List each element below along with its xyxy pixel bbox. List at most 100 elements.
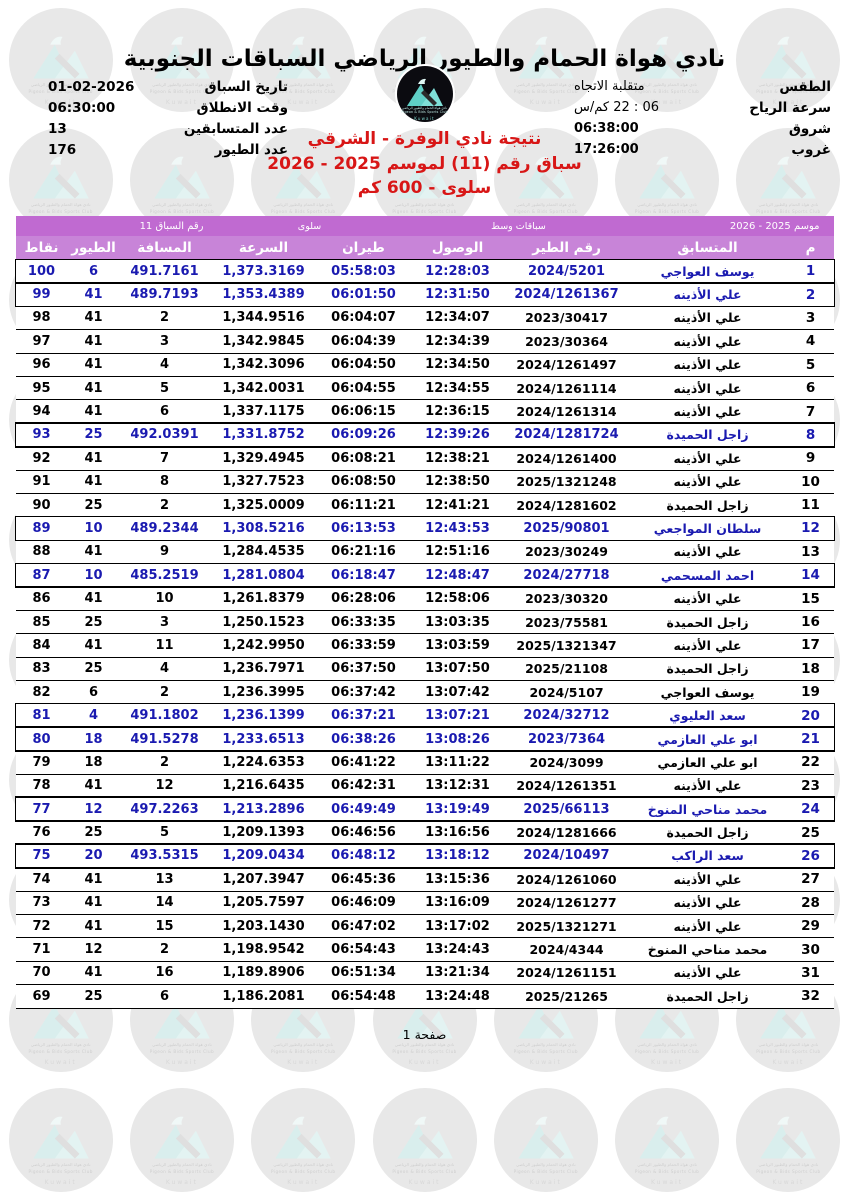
table-row[interactable]: 15 علي الأذينه 2023/30320 12:58:06 06:28:06 1… <box>15 586 834 611</box>
table-row[interactable]: 3 علي الأذينه 2023/30417 12:34:07 06:04:07 1,… <box>15 306 834 330</box>
cell-distance: 492.0391 <box>119 423 210 447</box>
table-row[interactable]: 28 علي الأذينه 2024/1261277 13:16:09 06:46:0… <box>15 891 834 915</box>
cell-arrival: 12:38:21 <box>409 446 506 471</box>
cell-name: زاجل الحميدة <box>627 493 788 517</box>
table-row[interactable]: 2 علي الأذينه 2024/1261367 12:31:50 06:01:50… <box>14 281 835 308</box>
cell-distance: 489.2344 <box>119 516 210 541</box>
table-row[interactable]: 10 علي الأذينه 2025/1321248 12:38:50 06:08:5… <box>15 470 834 494</box>
table-row[interactable]: 8 زاجل الحميدة 2024/1281724 12:39:26 06:09:2… <box>14 422 835 448</box>
cell-arrival: 13:08:26 <box>409 727 506 751</box>
cell-speed: 1,213.2896 <box>209 797 318 821</box>
table-row[interactable]: 23 علي الأذينه 2024/1261351 13:12:31 06:42:3… <box>15 774 834 798</box>
cell-no: 1 <box>787 260 834 283</box>
table-row[interactable]: 25 زاجل الحميدة 2024/1281666 13:16:56 06:46:… <box>15 820 834 845</box>
cell-arrival: 12:34:07 <box>409 306 506 330</box>
release-time-label: وقت الانطلاق <box>196 100 288 117</box>
cell-no: 23 <box>787 774 834 798</box>
table-row[interactable]: 11 زاجل الحميدة 2024/1281602 12:41:21 06:11:… <box>15 493 834 517</box>
cell-distance: 4 <box>119 353 210 377</box>
sunset-label: غروب <box>791 142 831 159</box>
table-row[interactable]: 7 علي الأذينه 2024/1261314 12:36:15 06:06:15… <box>15 399 834 424</box>
cell-flight: 06:08:21 <box>317 446 410 471</box>
table-row[interactable]: 20 سعد العليوي 2024/32712 13:07:21 06:37:21 1… <box>14 702 835 729</box>
cell-birds: 25 <box>67 493 120 517</box>
table-row[interactable]: 9 علي الأذينه 2024/1261400 12:38:21 06:08:21… <box>15 446 834 471</box>
cell-birds: 41 <box>67 282 120 307</box>
cell-speed: 1,198.9542 <box>209 937 318 962</box>
race-title-line-2: سباق رقم (11) لموسم 2025 - 2026 <box>267 153 582 174</box>
cell-distance: 491.1802 <box>119 703 210 728</box>
cell-name: سعد الراكب <box>627 844 788 868</box>
table-row[interactable]: 12 سلطان المواجعي 2025/90801 12:43:53 06:13:… <box>14 515 835 542</box>
cell-name: علي الأذينه <box>627 774 788 798</box>
cell-points: 70 <box>15 961 68 985</box>
table-row[interactable]: 30 محمد مناحي المنوخ 2024/4344 13:24:43 06:5… <box>15 937 834 962</box>
table-row[interactable]: 31 علي الأذينه 2024/1261151 13:21:34 06:51:3… <box>15 961 834 985</box>
table-row[interactable]: 32 زاجل الحميدة 2025/21265 13:24:48 06:54:48… <box>15 984 834 1008</box>
cell-arrival: 13:03:59 <box>409 633 506 658</box>
cell-points: 95 <box>15 376 68 400</box>
cell-speed: 1,236.1399 <box>209 703 318 728</box>
table-row[interactable]: 29 علي الأذينه 2025/1321271 13:17:02 06:47:0… <box>15 914 834 938</box>
page-title: نادي هواة الحمام والطيور الرياضي السباقا… <box>123 46 726 72</box>
table-row[interactable]: 21 ابو علي العازمي 2023/7364 13:08:26 06:38:… <box>14 726 835 752</box>
cell-speed: 1,329.4945 <box>209 446 318 471</box>
table-row[interactable]: 26 سعد الراكب 2024/10497 13:18:12 06:48:12 1,… <box>14 843 835 869</box>
cell-name: يوسف العواجي <box>627 260 788 283</box>
table-row[interactable]: 19 يوسف العواجي 2024/5107 13:07:42 06:37:42 1… <box>15 680 834 704</box>
cell-no: 24 <box>787 797 834 821</box>
cell-points: 77 <box>15 797 68 821</box>
cell-flight: 05:58:03 <box>317 260 410 283</box>
col-header-flight: طيران <box>317 236 410 260</box>
cell-no: 32 <box>787 984 834 1008</box>
cell-ring: 2024/4344 <box>505 937 628 962</box>
cell-points: 80 <box>15 727 68 751</box>
cell-flight: 06:33:59 <box>317 633 410 658</box>
table-row[interactable]: 13 علي الأذينه 2023/30249 12:51:16 06:21:16 1… <box>15 540 834 564</box>
table-row[interactable]: 17 علي الأذينه 2025/1321347 13:03:59 06:33:5… <box>15 633 834 658</box>
table-row[interactable]: 27 علي الأذينه 2024/1261060 13:15:36 06:45:3… <box>15 867 834 892</box>
release-time-value: 06:30:00 <box>48 100 116 117</box>
cell-speed: 1,342.0031 <box>209 376 318 400</box>
cell-distance: 491.5278 <box>119 727 210 751</box>
table-row[interactable]: 24 محمد مناحي المنوخ 2025/66113 13:19:49 06:… <box>14 796 835 822</box>
cell-ring: 2024/1261400 <box>505 446 628 471</box>
cell-distance: 11 <box>119 633 210 658</box>
cell-ring: 2024/3099 <box>505 750 628 775</box>
cell-birds: 25 <box>67 610 120 634</box>
cell-arrival: 13:21:34 <box>409 961 506 985</box>
cell-speed: 1,327.7523 <box>209 470 318 494</box>
cell-birds: 41 <box>67 961 120 985</box>
table-row[interactable]: 18 زاجل الحميدة 2025/21108 13:07:50 06:37:50… <box>15 657 834 681</box>
cell-name: ابو علي العازمي <box>627 727 788 751</box>
cell-name: زاجل الحميدة <box>627 984 788 1008</box>
cell-arrival: 13:03:35 <box>409 610 506 634</box>
cell-no: 27 <box>787 867 834 892</box>
table-row[interactable]: 5 علي الأذينه 2024/1261497 12:34:50 06:04:50… <box>15 353 834 377</box>
table-row[interactable]: 16 زاجل الحميدة 2023/75581 13:03:35 06:33:35… <box>15 610 834 634</box>
cell-distance: 5 <box>119 376 210 400</box>
table-row[interactable]: 22 ابو علي العازمي 2024/3099 13:11:22 06:41:… <box>15 750 834 775</box>
cell-ring: 2024/27718 <box>505 563 628 587</box>
table-row[interactable]: 4 علي الأذينه 2023/30364 12:34:39 06:04:39 1,… <box>15 329 834 354</box>
cell-arrival: 12:34:39 <box>409 329 506 354</box>
club-logo-icon: نادي هواة الحمام والطيور الرياضي Pigeon &… <box>396 66 453 122</box>
cell-distance: 15 <box>119 914 210 938</box>
table-row[interactable]: 6 علي الأذينه 2024/1261114 12:34:55 06:04:55… <box>15 376 834 400</box>
col-header-points: نقاط <box>15 236 68 260</box>
cell-arrival: 13:19:49 <box>409 797 506 821</box>
cell-points: 99 <box>15 282 68 307</box>
cell-flight: 06:47:02 <box>317 914 410 938</box>
cell-points: 94 <box>15 399 68 424</box>
cell-flight: 06:04:55 <box>317 376 410 400</box>
cell-birds: 41 <box>67 376 120 400</box>
wind-speed-row: سرعة الرياح 06 : 22 كم/س <box>569 100 831 117</box>
cell-distance: 493.5315 <box>119 844 210 868</box>
cell-name: علي الأذينه <box>627 376 788 400</box>
cell-birds: 4 <box>67 703 120 728</box>
cell-arrival: 12:31:50 <box>409 282 506 307</box>
table-row[interactable]: 1 يوسف العواجي 2024/5201 12:28:03 05:58:03 1,… <box>14 259 835 284</box>
cell-ring: 2024/32712 <box>505 703 628 728</box>
table-row[interactable]: 14 احمد المسحمي 2024/27718 12:48:47 06:18:47… <box>14 562 835 588</box>
cell-speed: 1,250.1523 <box>209 610 318 634</box>
